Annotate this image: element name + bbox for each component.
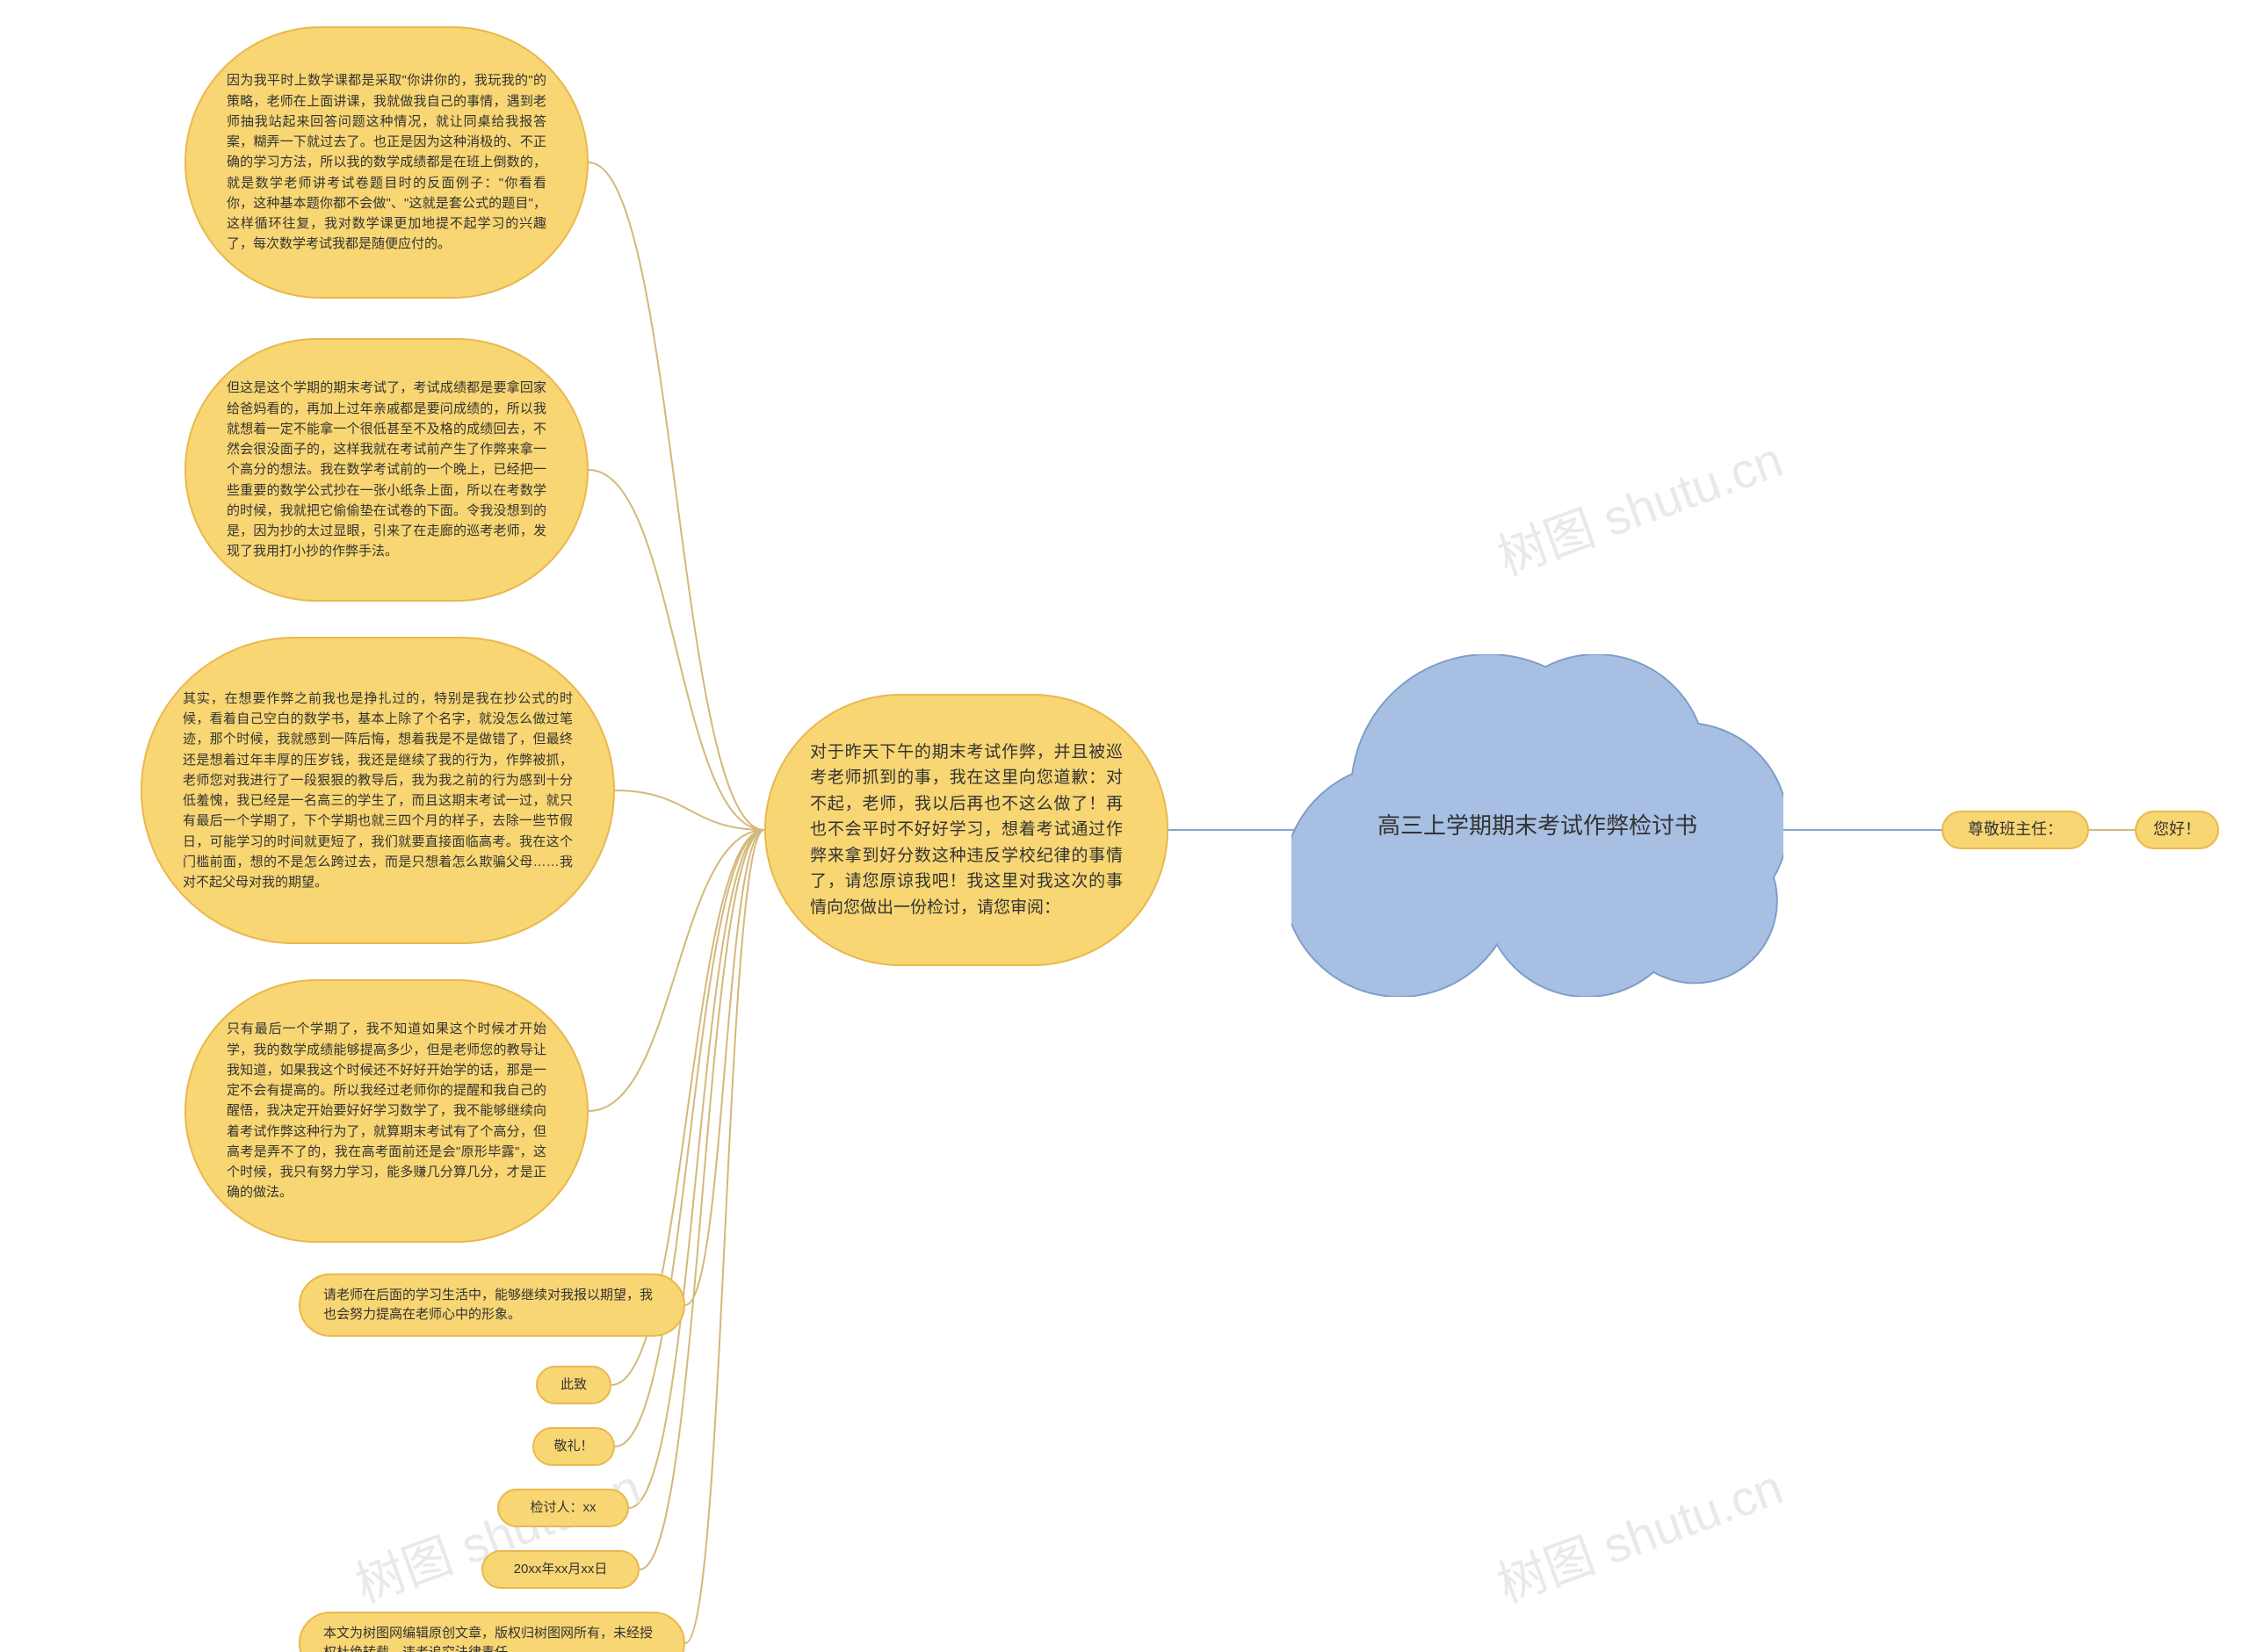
paragraph-node: 只有最后一个学期了，我不知道如果这个时候才开始学，我的数学成绩能够提高多少，但是…: [184, 979, 589, 1243]
leaf-node: 敬礼！: [532, 1427, 615, 1466]
watermark: 树图 shutu.cn: [1486, 421, 1791, 589]
leaf-node: 此致: [536, 1366, 611, 1404]
greeting-node: 尊敬班主任：: [1942, 811, 2089, 849]
node-text: 20xx年xx月xx日: [514, 1559, 608, 1579]
leaf-node: 请老师在后面的学习生活中，能够继续对我报以期望，我也会努力提高在老师心中的形象。: [299, 1273, 685, 1337]
node-text: 因为我平时上数学课都是采取"你讲你的，我玩我的"的策略，老师在上面讲课，我就做我…: [227, 70, 546, 254]
node-text: 此致: [560, 1374, 587, 1395]
node-text: 本文为树图网编辑原创文章，版权归树图网所有，未经授权杜绝转载，违者追究法律责任。: [323, 1624, 661, 1652]
leaf-node: 检讨人：xx: [497, 1489, 629, 1527]
node-text: 敬礼！: [553, 1436, 593, 1456]
leaf-node: 本文为树图网编辑原创文章，版权归树图网所有，未经授权杜绝转载，违者追究法律责任。: [299, 1612, 685, 1652]
watermark: 树图 shutu.cn: [1486, 1448, 1791, 1617]
node-text: 请老师在后面的学习生活中，能够继续对我报以期望，我也会努力提高在老师心中的形象。: [323, 1286, 661, 1325]
paragraph-node: 因为我平时上数学课都是采取"你讲你的，我玩我的"的策略，老师在上面讲课，我就做我…: [184, 26, 589, 299]
watermark: 树图 shutu.cn: [344, 1448, 649, 1617]
apology-node: 对于昨天下午的期末考试作弊，并且被巡考老师抓到的事，我在这里向您道歉：对不起，老…: [764, 694, 1168, 966]
leaf-node: 20xx年xx月xx日: [481, 1550, 640, 1589]
node-text: 只有最后一个学期了，我不知道如果这个时候才开始学，我的数学成绩能够提高多少，但是…: [227, 1019, 546, 1202]
node-text: 但这是这个学期的期末考试了，考试成绩都是要拿回家给爸妈看的，再加上过年亲戚都是要…: [227, 378, 546, 561]
root-title: 高三上学期期末考试作弊检讨书: [1291, 654, 1783, 997]
hello-node: 您好！: [2135, 811, 2219, 849]
node-text: 检讨人：xx: [530, 1497, 596, 1518]
paragraph-node: 其实，在想要作弊之前我也是挣扎过的，特别是我在抄公式的时候，看着自己空白的数学书…: [141, 637, 615, 944]
node-text: 其实，在想要作弊之前我也是挣扎过的，特别是我在抄公式的时候，看着自己空白的数学书…: [183, 689, 573, 893]
paragraph-node: 但这是这个学期的期末考试了，考试成绩都是要拿回家给爸妈看的，再加上过年亲戚都是要…: [184, 338, 589, 602]
root-cloud: 高三上学期期末考试作弊检讨书: [1291, 654, 1783, 997]
